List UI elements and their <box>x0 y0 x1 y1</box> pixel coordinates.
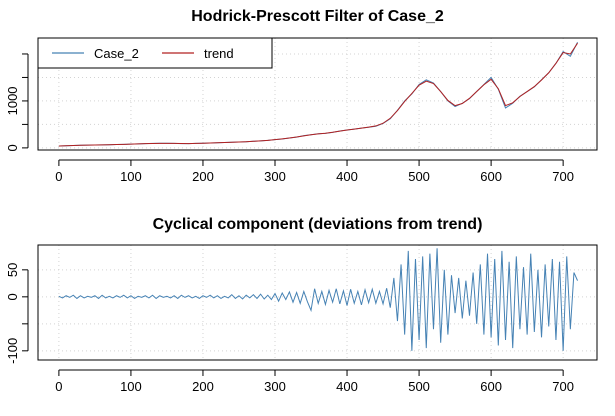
line-series <box>58 248 579 351</box>
x-tick-label: 400 <box>336 169 358 184</box>
legend-label: trend <box>204 46 234 61</box>
y-tick-label: 0 <box>5 144 20 151</box>
y-tick-label: 1000 <box>5 86 20 115</box>
x-tick-label: 100 <box>120 169 142 184</box>
x-tick-label: 0 <box>55 169 62 184</box>
plot-frame <box>37 244 598 361</box>
chart-title: Hodrick-Prescott Filter of Case_2 <box>191 8 444 25</box>
line-series <box>58 42 578 147</box>
x-tick-label: 0 <box>55 379 62 394</box>
plot-frame <box>37 37 598 151</box>
legend-label: Case_2 <box>94 46 139 61</box>
chart-title: Cyclical component (deviations from tren… <box>153 216 483 233</box>
y-tick-label: -100 <box>5 338 20 364</box>
x-tick-label: 400 <box>336 379 358 394</box>
y-tick-label: 50 <box>5 263 20 277</box>
x-tick-label: 600 <box>480 379 502 394</box>
x-tick-label: 300 <box>264 169 286 184</box>
x-tick-label: 500 <box>408 169 430 184</box>
x-tick-label: 600 <box>480 169 502 184</box>
x-tick-label: 200 <box>192 169 214 184</box>
x-tick-label: 700 <box>552 379 574 394</box>
x-tick-label: 100 <box>120 379 142 394</box>
x-tick-label: 700 <box>552 169 574 184</box>
x-tick-label: 300 <box>264 379 286 394</box>
y-tick-label: 0 <box>5 293 20 300</box>
x-tick-label: 200 <box>192 379 214 394</box>
x-tick-label: 500 <box>408 379 430 394</box>
